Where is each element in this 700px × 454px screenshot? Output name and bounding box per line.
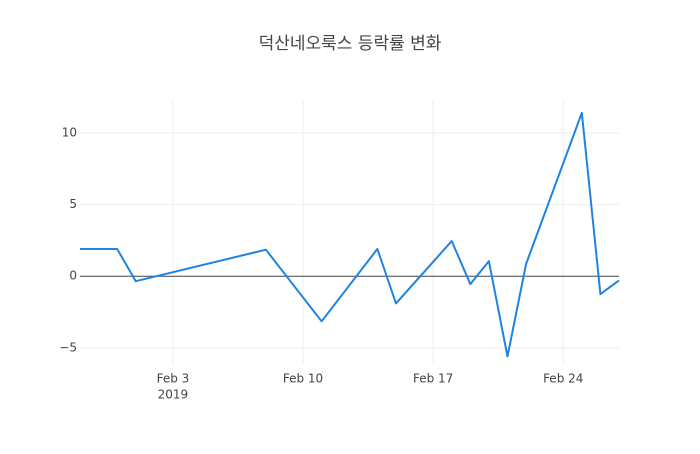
x-tick-label: Feb 3 bbox=[157, 372, 190, 386]
data-line bbox=[80, 111, 620, 358]
y-tick-label: −5 bbox=[59, 340, 77, 354]
y-tick-label: 10 bbox=[62, 125, 77, 139]
x-tick-label: Feb 24 bbox=[543, 372, 583, 386]
chart-title: 덕산네오룩스 등락률 변화 bbox=[259, 34, 442, 54]
x-year-label: 2019 bbox=[158, 388, 189, 402]
y-tick-label: 0 bbox=[69, 269, 77, 283]
x-tick-label: Feb 10 bbox=[283, 372, 323, 386]
y-tick-label: 5 bbox=[69, 197, 77, 211]
x-tick-label: Feb 17 bbox=[413, 372, 453, 386]
